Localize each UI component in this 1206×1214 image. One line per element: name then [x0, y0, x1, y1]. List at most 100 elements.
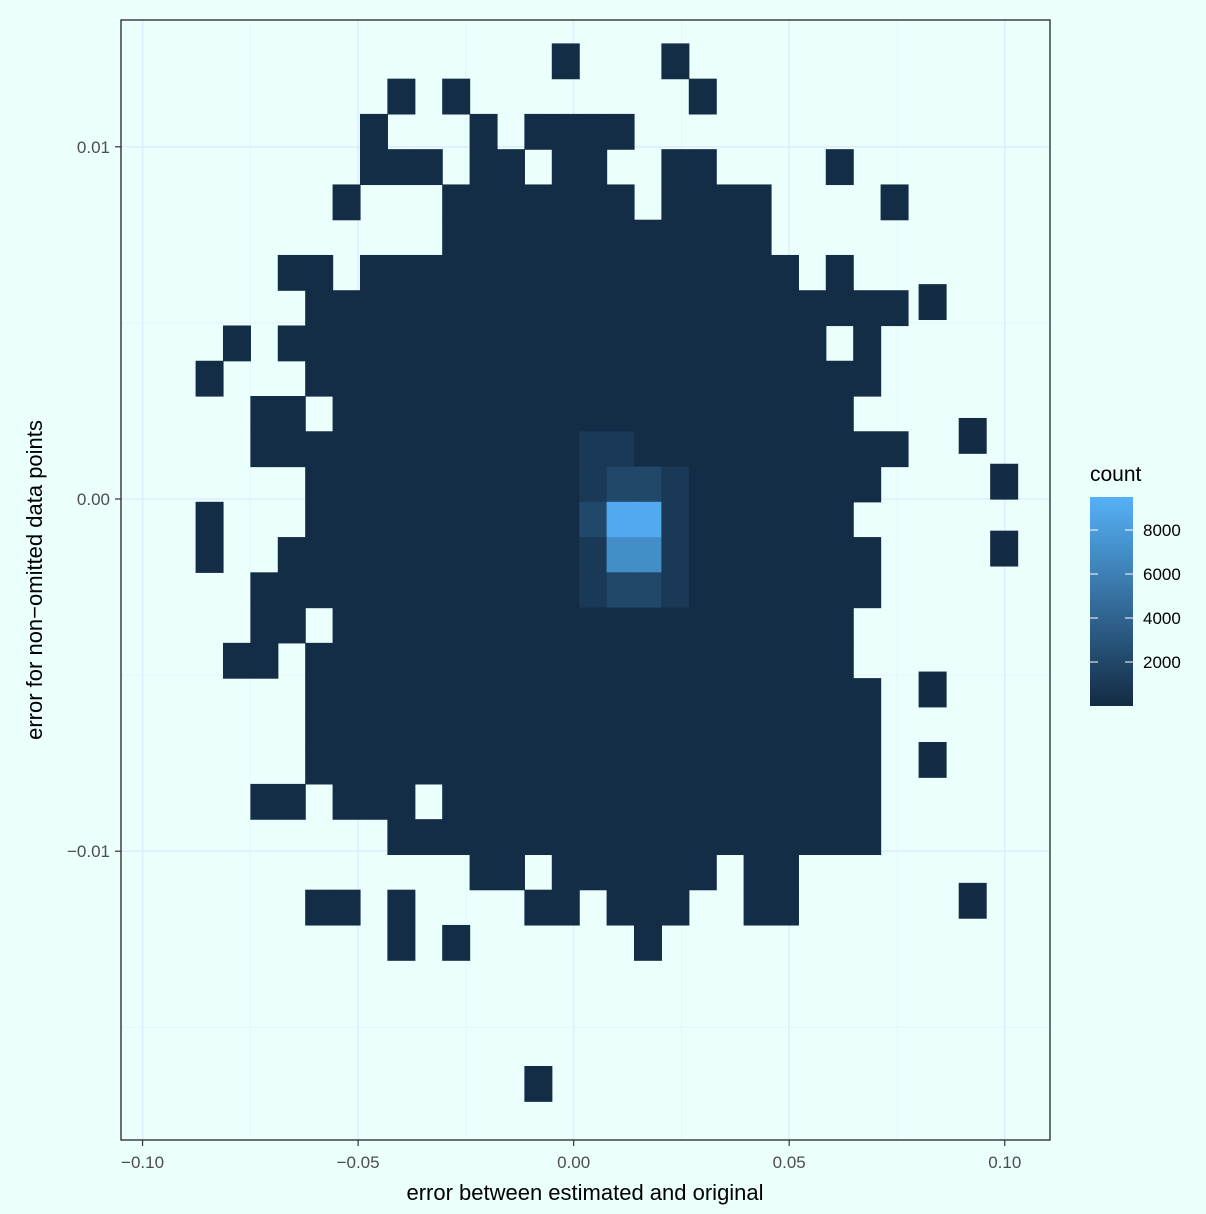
heatmap-bin: [387, 607, 416, 644]
heatmap-bin: [743, 854, 772, 891]
heatmap-bin: [853, 360, 882, 397]
heatmap-bin: [633, 713, 662, 750]
heatmap-bin: [524, 113, 553, 150]
heatmap-bin: [469, 819, 498, 856]
heatmap-bin: [688, 537, 717, 573]
heatmap-bin: [414, 819, 443, 856]
heatmap-bin: [359, 678, 388, 714]
heatmap-bin: [387, 572, 416, 609]
heatmap-bin: [633, 219, 662, 256]
heatmap-bin: [606, 360, 635, 397]
heatmap-bin: [469, 149, 498, 186]
heatmap-bin: [332, 466, 361, 503]
heatmap-bin: [825, 501, 854, 538]
heatmap-bin: [853, 466, 882, 503]
heatmap-bin: [688, 78, 717, 115]
heatmap-bin: [633, 748, 662, 785]
heatmap-bin: [332, 713, 361, 750]
heatmap-bin: [770, 360, 799, 397]
legend-break-label: 8000: [1143, 521, 1181, 540]
heatmap-bin: [250, 396, 279, 432]
heatmap-bin: [606, 113, 635, 150]
heatmap-bin: [414, 396, 443, 432]
legend-break-label: 2000: [1143, 653, 1181, 672]
heatmap-bin: [524, 325, 553, 362]
heatmap-bin: [661, 254, 690, 291]
heatmap-bin: [524, 713, 553, 750]
heatmap-bin: [524, 184, 553, 221]
heatmap-bin: [359, 607, 388, 644]
heatmap-bin: [743, 819, 772, 856]
heatmap-bin: [496, 290, 525, 327]
heatmap-bin: [305, 360, 334, 397]
heatmap-bin: [606, 748, 635, 785]
heatmap-bin: [661, 466, 690, 503]
heatmap-bin: [250, 642, 279, 679]
heatmap-bin: [469, 466, 498, 503]
heatmap-bin: [305, 537, 334, 573]
x-tick-label: 0.05: [773, 1153, 806, 1172]
heatmap-bin: [770, 607, 799, 644]
heatmap-bin: [743, 537, 772, 573]
heatmap-bin: [442, 642, 471, 679]
heatmap-bin: [579, 607, 608, 644]
heatmap-bin: [853, 713, 882, 750]
heatmap-bin: [250, 607, 279, 644]
heatmap-bin: [332, 748, 361, 785]
heatmap-bin: [606, 889, 635, 926]
heatmap-bin: [579, 431, 608, 468]
heatmap-bin: [688, 854, 717, 891]
x-axis: −0.10 −0.05 0.00 0.05 0.10: [121, 1140, 1021, 1172]
heatmap-bin: [551, 537, 580, 573]
heatmap-bin: [688, 713, 717, 750]
heatmap-bin: [825, 149, 854, 186]
heatmap-bin: [661, 678, 690, 714]
heatmap-bin: [305, 466, 334, 503]
heatmap-bin: [770, 537, 799, 573]
heatmap-bin: [743, 325, 772, 362]
heatmap-bin: [633, 290, 662, 327]
heatmap-bin: [798, 642, 827, 679]
heatmap-bin: [633, 889, 662, 926]
heatmap-bin: [825, 713, 854, 750]
heatmap-bin: [551, 889, 580, 926]
heatmap-bin: [661, 537, 690, 573]
heatmap-bin: [359, 466, 388, 503]
heatmap-bin: [359, 537, 388, 573]
heatmap-bin: [743, 572, 772, 609]
heatmap-bin: [990, 530, 1019, 567]
heatmap-bin: [770, 572, 799, 609]
heatmap-bin: [743, 219, 772, 256]
heatmap-bin: [387, 713, 416, 750]
heatmap-bin: [579, 748, 608, 785]
heatmap-bin: [880, 184, 909, 221]
heatmap-bin: [661, 501, 690, 538]
heatmap-bin: [524, 783, 553, 820]
heatmap-bin: [688, 607, 717, 644]
heatmap-bin: [496, 184, 525, 221]
heatmap-bin: [442, 219, 471, 256]
heatmap-bin: [551, 360, 580, 397]
heatmap-bin: [918, 741, 947, 778]
heatmap-bin: [359, 748, 388, 785]
heatmap-bin: [496, 819, 525, 856]
heatmap-bin: [606, 501, 635, 538]
heatmap-bin: [661, 783, 690, 820]
heatmap-bin: [359, 396, 388, 432]
heatmap-bin: [579, 290, 608, 327]
heatmap-bin: [551, 748, 580, 785]
heatmap-bin: [551, 113, 580, 150]
heatmap-bin: [743, 360, 772, 397]
heatmap-bin: [633, 678, 662, 714]
heatmap-bin: [524, 748, 553, 785]
heatmap-bin: [579, 642, 608, 679]
heatmap-bin: [798, 431, 827, 468]
heatmap-bin: [743, 889, 772, 926]
heatmap-bin: [442, 78, 471, 115]
heatmap-bin: [633, 783, 662, 820]
heatmap-bin: [496, 149, 525, 186]
heatmap-bin: [469, 713, 498, 750]
heatmap-bin: [277, 431, 306, 468]
heatmap-bin: [496, 748, 525, 785]
heatmap-bin: [579, 325, 608, 362]
